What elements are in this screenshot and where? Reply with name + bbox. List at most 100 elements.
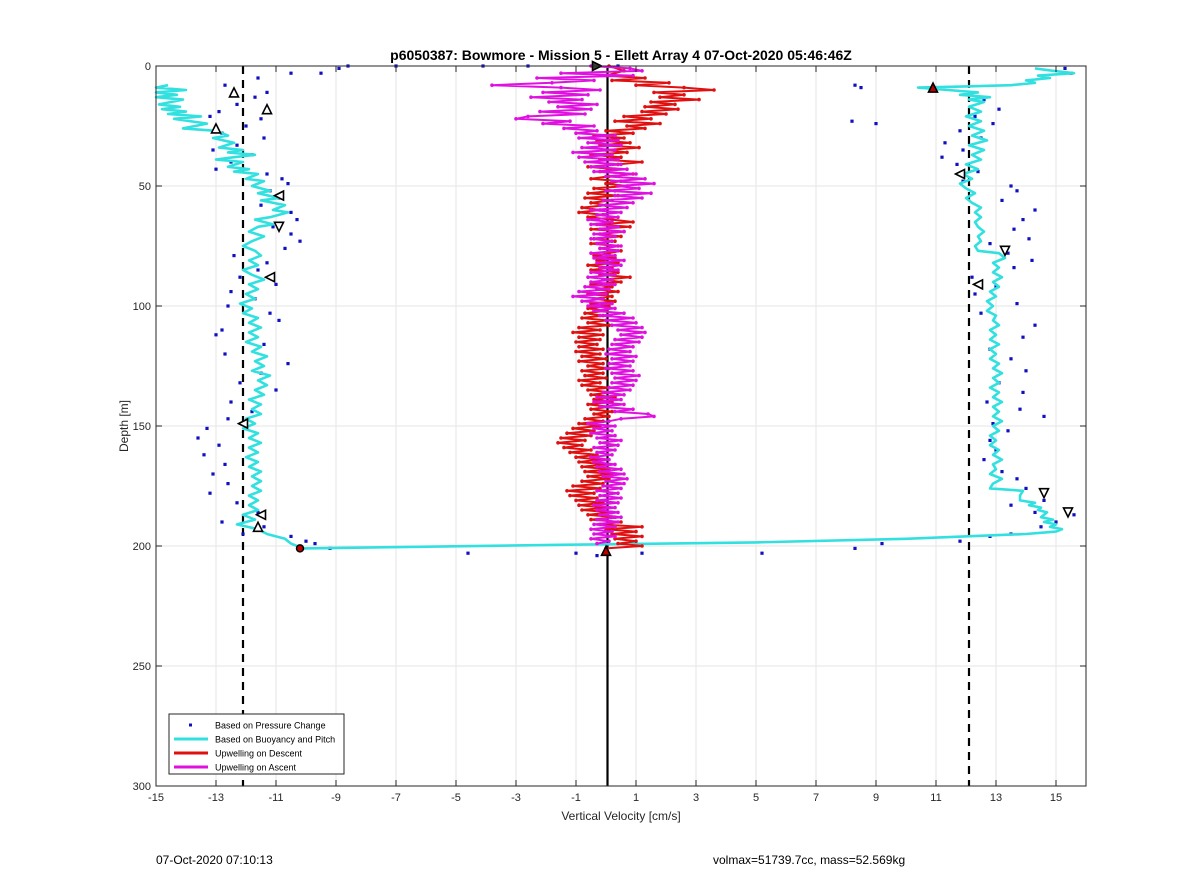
series-dot bbox=[610, 239, 614, 243]
pressure-point bbox=[232, 254, 236, 258]
series-dot bbox=[601, 361, 605, 366]
pressure-point bbox=[235, 501, 239, 505]
series-dot bbox=[619, 467, 623, 472]
series-dot bbox=[613, 462, 617, 467]
series-dot bbox=[631, 345, 635, 349]
pressure-point bbox=[238, 381, 242, 385]
series-dot bbox=[622, 393, 626, 397]
series-dot bbox=[595, 342, 599, 347]
series-dot bbox=[583, 311, 587, 316]
pressure-point bbox=[943, 141, 947, 145]
series-dot bbox=[586, 217, 590, 222]
series-dot bbox=[592, 412, 596, 416]
series-dot bbox=[574, 340, 578, 344]
pressure-point bbox=[208, 491, 212, 495]
series-dot bbox=[616, 268, 620, 272]
series-dot bbox=[568, 119, 572, 123]
series-dot bbox=[628, 141, 632, 145]
pressure-point bbox=[1009, 503, 1013, 507]
pressure-point bbox=[265, 90, 269, 94]
series-dot bbox=[580, 97, 584, 102]
series-dot bbox=[616, 215, 620, 219]
marker bbox=[953, 168, 966, 180]
series-dot bbox=[580, 299, 584, 304]
series-dot bbox=[610, 277, 614, 282]
series-dot bbox=[610, 220, 614, 224]
series-dot bbox=[613, 337, 617, 342]
series-dot bbox=[637, 373, 641, 378]
series-dot bbox=[598, 337, 602, 342]
series-dot bbox=[622, 311, 626, 316]
series-dot bbox=[640, 544, 644, 548]
series-dot bbox=[607, 323, 611, 328]
series-dot bbox=[622, 258, 626, 263]
x-tick-label: -11 bbox=[268, 792, 283, 804]
series-dot bbox=[598, 486, 602, 491]
series-dot bbox=[598, 246, 602, 251]
pressure-point bbox=[1024, 369, 1028, 373]
series-dot bbox=[631, 359, 635, 364]
pressure-point bbox=[274, 388, 278, 392]
series-dot bbox=[586, 402, 590, 407]
series-dot bbox=[673, 102, 677, 107]
series-dot bbox=[589, 222, 593, 227]
series-dot bbox=[640, 196, 644, 200]
series-dot bbox=[583, 438, 587, 443]
series-dot bbox=[589, 455, 593, 460]
series-dot bbox=[622, 472, 626, 476]
series-dot bbox=[607, 385, 611, 390]
y-tick-label: 150 bbox=[133, 421, 151, 433]
series-dot bbox=[607, 287, 611, 292]
series-dot bbox=[592, 232, 596, 236]
series-dot bbox=[589, 270, 593, 275]
series-dot bbox=[622, 229, 626, 234]
pressure-point bbox=[1033, 510, 1037, 514]
series-dot bbox=[574, 498, 578, 503]
y-tick-label: 100 bbox=[133, 301, 151, 313]
series-dot bbox=[595, 129, 599, 133]
pressure-point bbox=[286, 182, 290, 186]
series-dot bbox=[592, 309, 596, 313]
marker bbox=[272, 189, 285, 202]
series-dot bbox=[559, 436, 563, 440]
series-dot bbox=[631, 383, 635, 388]
series-dot bbox=[601, 390, 605, 395]
series-dot bbox=[610, 323, 614, 328]
series-dot bbox=[565, 489, 569, 493]
series-dot bbox=[589, 431, 593, 436]
series-dot bbox=[640, 335, 644, 340]
pressure-point bbox=[853, 546, 857, 550]
series-dot bbox=[562, 445, 566, 450]
series-dot bbox=[595, 450, 599, 455]
pressure-point bbox=[244, 124, 248, 128]
series-dot bbox=[613, 409, 617, 414]
pressure-point bbox=[1021, 335, 1025, 339]
series-dot bbox=[526, 114, 530, 119]
series-dot bbox=[697, 97, 701, 102]
series-dot bbox=[556, 441, 560, 445]
pressure-point bbox=[1015, 477, 1019, 481]
pressure-point bbox=[205, 426, 209, 430]
y-axis-label: Depth [m] bbox=[117, 400, 131, 452]
pressure-point bbox=[1009, 184, 1013, 188]
series-dot bbox=[580, 465, 584, 469]
pressure-point bbox=[1000, 470, 1004, 474]
pressure-point bbox=[1006, 429, 1010, 433]
pressure-point bbox=[265, 261, 269, 265]
series-1 bbox=[154, 67, 1076, 550]
pressure-point bbox=[1042, 414, 1046, 418]
series-dot bbox=[571, 330, 575, 335]
series-dot bbox=[616, 443, 620, 448]
y-tick-label: 200 bbox=[133, 541, 151, 553]
marker bbox=[1038, 487, 1050, 500]
series-dot bbox=[631, 220, 635, 224]
x-tick-label: 9 bbox=[873, 792, 879, 804]
series-dot bbox=[598, 513, 602, 517]
pressure-point bbox=[1021, 218, 1025, 222]
series-dot bbox=[529, 95, 533, 99]
series-dot bbox=[577, 335, 581, 340]
series-dot bbox=[631, 407, 635, 412]
pressure-point bbox=[337, 66, 341, 70]
x-tick-label: 1 bbox=[633, 792, 639, 804]
pressure-point bbox=[220, 328, 224, 332]
